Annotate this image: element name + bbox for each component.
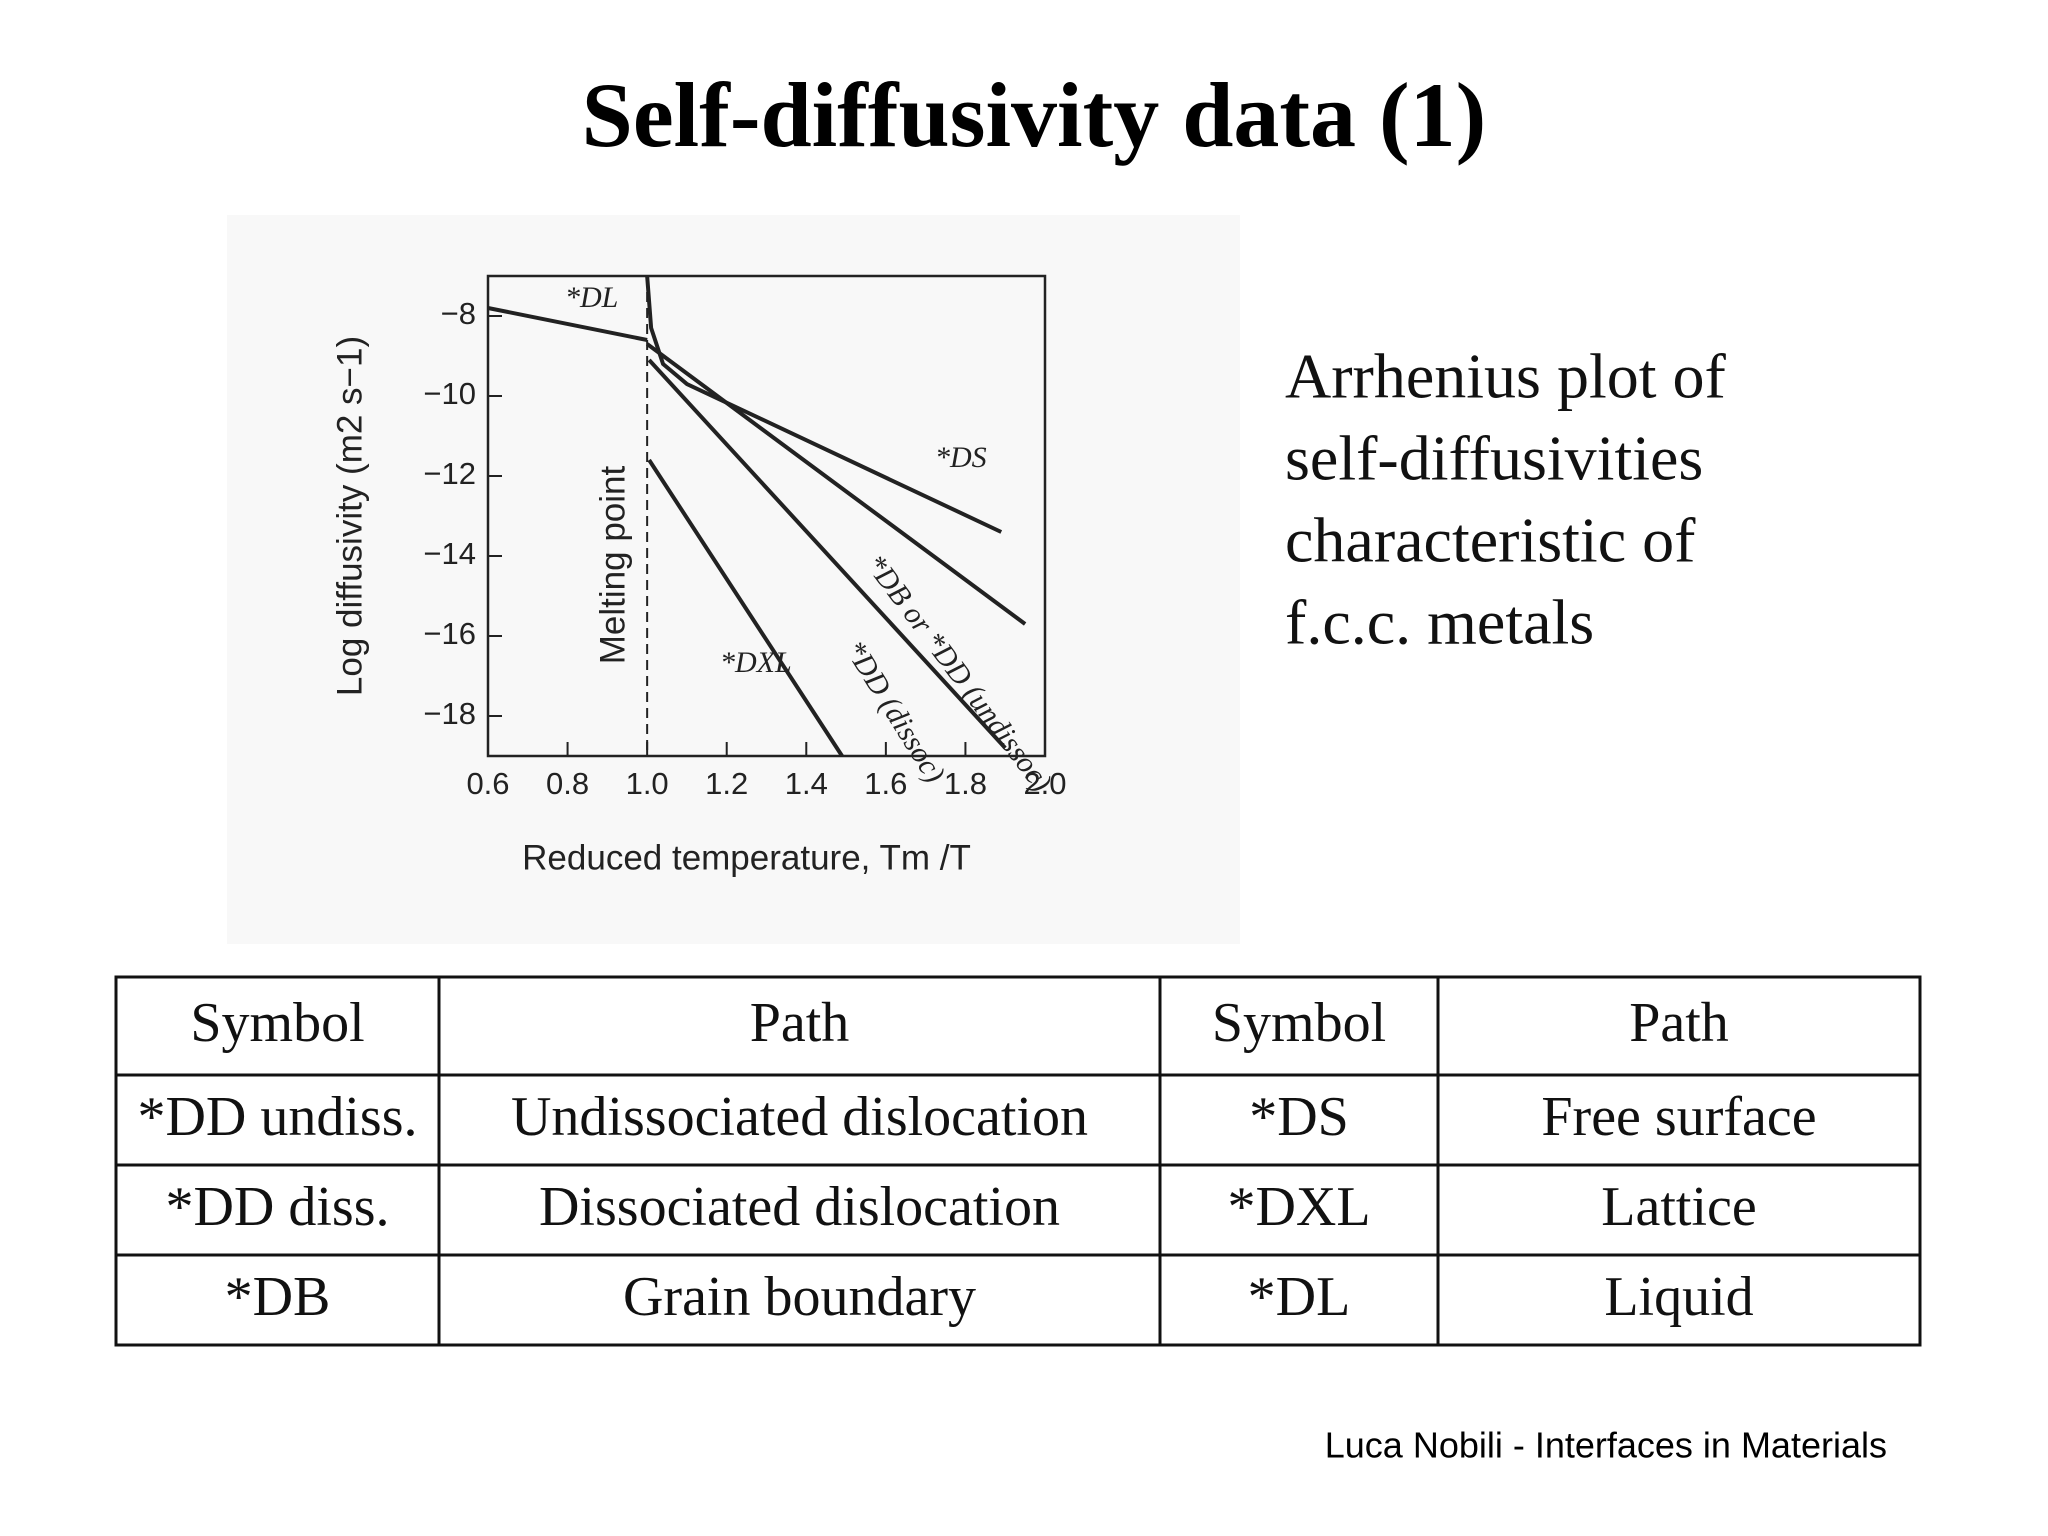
y-axis-label: Log diffusivity (m2 s−1) (330, 336, 369, 696)
table-cell: *DL (1248, 1266, 1351, 1328)
table-cell: Liquid (1604, 1266, 1753, 1328)
table-cell: *DD undiss. (137, 1086, 417, 1148)
series-line (487, 306, 648, 342)
description-line: Arrhenius plot of (1285, 341, 1727, 412)
x-axis-label: Reduced temperature, Tm /T (522, 838, 971, 877)
series-label: *DXL (720, 646, 792, 679)
y-tick-label: −16 (423, 616, 476, 651)
table-cell: *DB (225, 1266, 331, 1328)
table-cell: Lattice (1601, 1176, 1756, 1238)
table-cell: Grain boundary (623, 1266, 976, 1328)
table-cell: Undissociated dislocation (511, 1086, 1088, 1148)
x-tick-label: 2.0 (1023, 766, 1066, 801)
table-header: Symbol (1212, 992, 1386, 1054)
series-line (647, 358, 1007, 750)
table-header: Symbol (190, 992, 364, 1054)
y-tick-label: −10 (423, 376, 476, 411)
series-line (645, 342, 1027, 626)
y-tick-label: −12 (423, 456, 476, 491)
x-tick-label: 1.8 (944, 766, 987, 801)
x-tick-label: 0.8 (546, 766, 589, 801)
description-line: self-diffusivities (1285, 423, 1703, 494)
table-cell: Dissociated dislocation (539, 1176, 1060, 1238)
x-tick-label: 1.2 (705, 766, 748, 801)
description-line: characteristic of (1285, 505, 1696, 576)
x-tick-label: 0.6 (466, 766, 509, 801)
chart-background (227, 215, 1240, 944)
y-tick-label: −14 (423, 536, 476, 571)
slide-title: Self-diffusivity data (1) (582, 64, 1487, 166)
series-label: *DL (565, 281, 618, 314)
series-line (645, 275, 1003, 534)
y-tick-label: −8 (441, 296, 476, 331)
table-header: Path (750, 992, 850, 1054)
x-tick-label: 1.6 (864, 766, 907, 801)
table-cell: *DD diss. (165, 1176, 389, 1238)
plot-frame (486, 274, 1047, 758)
y-tick-label: −18 (423, 696, 476, 731)
table-cell: *DXL (1227, 1176, 1370, 1238)
table-header: Path (1629, 992, 1729, 1054)
table-cell: Free surface (1541, 1086, 1816, 1148)
annotation: Melting point (593, 466, 632, 665)
description-line: f.c.c. metals (1285, 587, 1594, 658)
table-frame (114, 975, 1922, 1347)
table-cell: *DS (1249, 1086, 1349, 1148)
x-tick-label: 1.4 (785, 766, 828, 801)
x-tick-label: 1.0 (626, 766, 669, 801)
series-label: *DS (935, 441, 987, 474)
series-line (647, 458, 844, 758)
footer: Luca Nobili - Interfaces in Materials (1325, 1425, 1887, 1466)
